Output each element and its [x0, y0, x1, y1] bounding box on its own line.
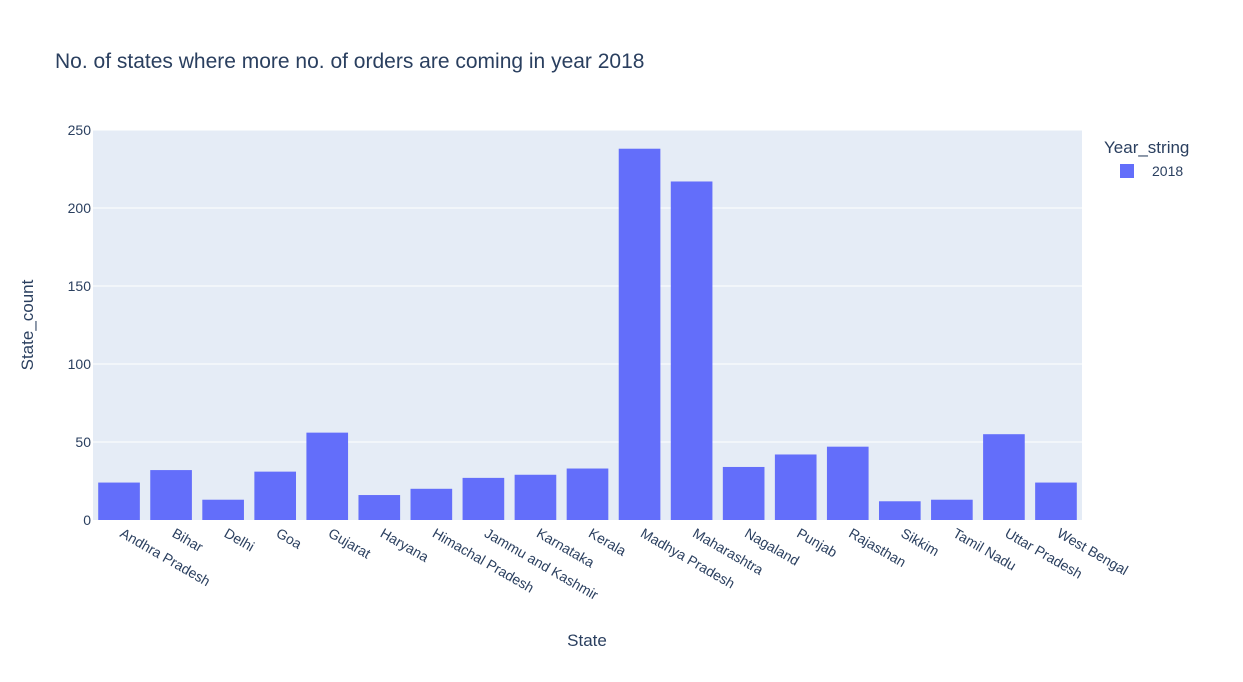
legend-title: Year_string: [1104, 138, 1189, 157]
bar-maharashtra[interactable]: [670, 181, 713, 521]
bar-kerala[interactable]: [566, 468, 609, 520]
y-tick-label: 100: [68, 356, 92, 372]
gridlines: [93, 129, 1082, 443]
bar-west-bengal[interactable]: [1035, 482, 1077, 520]
x-tick-label: Haryana: [378, 525, 432, 565]
bar-madhya-pradesh[interactable]: [618, 148, 661, 520]
bar-nagaland[interactable]: [722, 466, 765, 520]
y-tick-label: 250: [68, 122, 92, 138]
legend-swatch-2018[interactable]: [1120, 164, 1134, 178]
y-axis-ticks: 0 50 100 150 200 250: [68, 122, 92, 528]
x-axis-title: State: [567, 631, 607, 650]
x-tick-label: Bihar: [170, 525, 207, 555]
bar-goa[interactable]: [254, 471, 297, 520]
y-tick-label: 200: [68, 200, 92, 216]
bar-haryana[interactable]: [358, 495, 401, 520]
bar-punjab[interactable]: [774, 454, 817, 520]
legend: Year_string 2018: [1104, 138, 1189, 179]
legend-label-2018: 2018: [1152, 163, 1183, 179]
bar-gujarat[interactable]: [306, 432, 349, 520]
chart-title: No. of states where more no. of orders a…: [55, 50, 644, 73]
bar-sikkim[interactable]: [878, 501, 921, 520]
bar-uttar-pradesh[interactable]: [983, 434, 1025, 520]
y-tick-label: 0: [83, 512, 91, 528]
bar-himachal-pradesh[interactable]: [410, 488, 453, 520]
y-tick-label: 150: [68, 278, 92, 294]
plot-area: [93, 130, 1082, 520]
x-tick-label: Goa: [274, 525, 305, 552]
bars: [98, 148, 1077, 521]
x-tick-label: Delhi: [222, 525, 258, 555]
bar-andhra-pradesh[interactable]: [98, 482, 140, 520]
y-axis-title: State_count: [18, 279, 37, 370]
x-tick-label: Madhya Pradesh: [638, 525, 738, 592]
y-tick-label: 50: [75, 434, 91, 450]
x-tick-label: Rajasthan: [846, 525, 909, 570]
x-tick-label: Andhra Pradesh: [118, 525, 214, 589]
x-tick-label: Gujarat: [326, 525, 374, 562]
bar-rajasthan[interactable]: [826, 446, 869, 520]
bar-tamil-nadu[interactable]: [931, 499, 973, 520]
bar-delhi[interactable]: [202, 499, 244, 520]
bar-karnataka[interactable]: [514, 474, 557, 520]
bar-bihar[interactable]: [150, 470, 192, 520]
bar-jammu-and-kashmir[interactable]: [462, 477, 505, 520]
